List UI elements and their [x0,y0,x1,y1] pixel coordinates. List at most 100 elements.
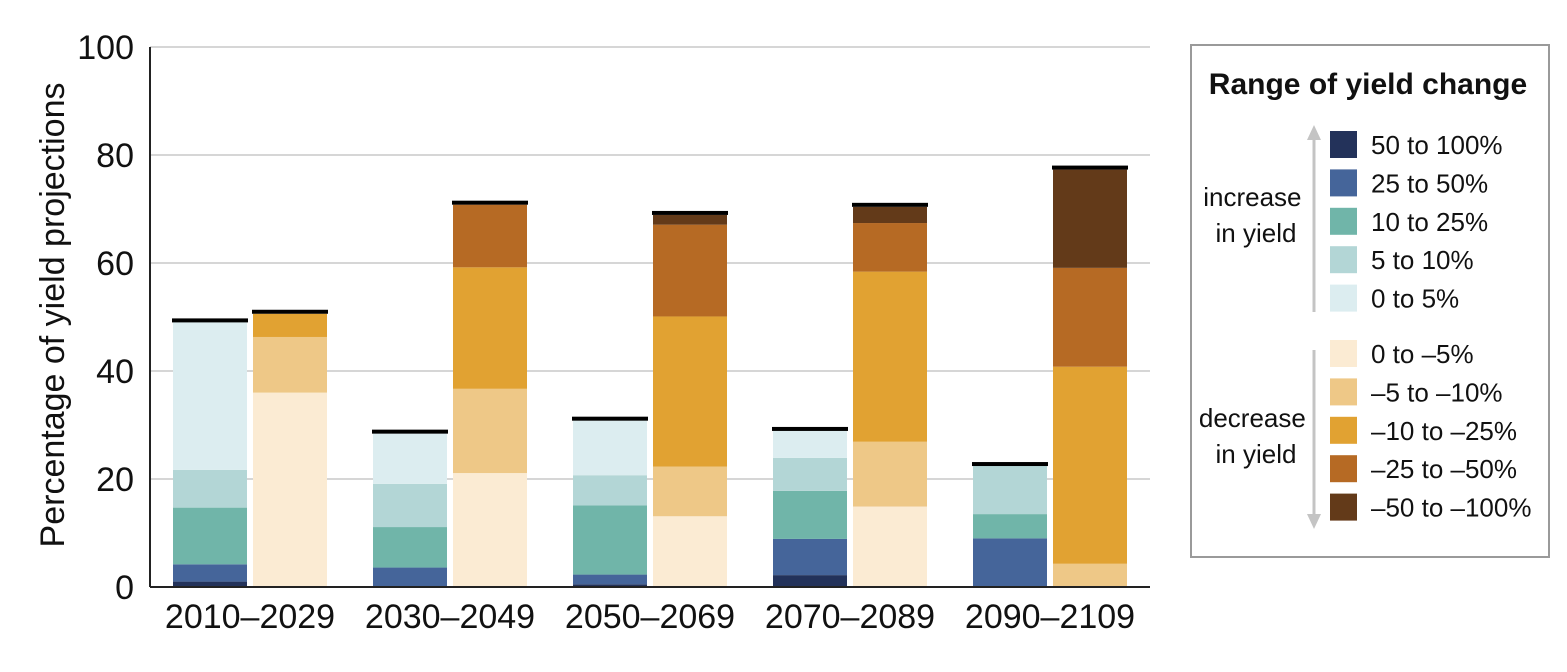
y-tick-label-100: 100 [77,29,134,67]
bar-decrease-0-to-minus5pct-3 [853,506,927,587]
legend-swatch-25-to-50pct [1330,169,1357,197]
bar-decrease-minus25-to-minus50pct-3 [853,223,927,272]
x-tick-label-0: 2010–2029 [165,598,335,636]
bar-increase-25-to-50pct-2 [573,574,647,585]
legend-label-50-to-100pct: 50 to 100% [1371,130,1503,160]
bar-decrease-minus50-to-minus100pct-2 [653,214,727,225]
legend: Range of yield change 50 to 100% 25 to 50… [1190,44,1550,558]
bar-decrease-minus50-to-minus100pct-3 [853,206,927,224]
legend-swatch-0-to-5pct [1330,284,1357,312]
bar-increase-50-to-100pct-2 [573,584,647,587]
bar-total-cap-decrease-1 [452,200,528,205]
legend-swatch-minus5-to-minus10pct [1330,378,1357,406]
bar-total-cap-decrease-2 [652,210,728,215]
x-tick-label-1: 2030–2049 [365,598,535,636]
bar-decrease-minus25-to-minus50pct-2 [653,224,727,317]
x-tick-labels: 2010–2029 2030–2049 2050–2069 2070–2089 2090… [165,598,1135,636]
bar-increase-0-to-5pct-0 [173,322,247,470]
legend-label-minus10-to-minus25pct: –10 to –25% [1371,416,1517,446]
bar-increase-25-to-50pct-1 [373,567,447,587]
bar-decrease-minus5-to-minus10pct-4 [1053,563,1127,587]
increase-group-label: increase in yield [1203,182,1309,248]
legend-swatch-50-to-100pct [1330,131,1357,158]
bar-decrease-minus10-to-minus25pct-3 [853,271,927,442]
bar-decrease-minus10-to-minus25pct-0 [253,313,327,337]
decrease-arrow-head [1307,514,1321,529]
bar-decrease-0-to-minus5pct-2 [653,516,727,587]
bar-decrease-minus25-to-minus50pct-1 [453,204,527,268]
legend-label-minus5-to-minus10pct: –5 to –10% [1371,377,1503,407]
bar-decrease-minus25-to-minus50pct-4 [1053,267,1127,367]
x-tick-label-2: 2050–2069 [565,598,735,636]
legend-items: 50 to 100% 25 to 50% 10 to 25% 5 to 10% 0 to… [1330,130,1531,523]
legend-label-minus25-to-minus50pct: –25 to –50% [1371,454,1517,484]
bar-increase-10-to-25pct-4 [973,514,1047,539]
bar-total-cap-increase-1 [372,429,448,434]
bar-increase-0-to-5pct-2 [573,420,647,476]
y-axis-title: Percentage of yield projections [34,83,72,548]
legend-swatch-5-to-10pct [1330,246,1357,274]
bar-total-cap-increase-2 [572,416,648,421]
bar-decrease-minus10-to-minus25pct-4 [1053,366,1127,564]
decrease-label-line-1: decrease [1199,403,1306,433]
bar-increase-10-to-25pct-2 [573,505,647,575]
bar-decrease-minus10-to-minus25pct-2 [653,316,727,467]
bar-total-cap-decrease-3 [852,202,928,207]
y-tick-label-20: 20 [96,461,134,499]
bar-increase-5-to-10pct-3 [773,457,847,491]
bar-decrease-minus5-to-minus10pct-0 [253,336,327,393]
legend-label-0-to-minus5pct: 0 to –5% [1371,339,1474,369]
legend-label-5-to-10pct: 5 to 10% [1371,245,1474,275]
bar-decrease-minus5-to-minus10pct-1 [453,388,527,474]
bar-decrease-minus5-to-minus10pct-3 [853,441,927,507]
bar-total-cap-increase-3 [772,426,848,431]
decrease-group-label: decrease in yield [1199,403,1313,469]
bar-increase-50-to-100pct-3 [773,575,847,587]
legend-swatch-minus10-to-minus25pct [1330,416,1357,444]
bar-decrease-minus10-to-minus25pct-1 [453,267,527,389]
legend-swatch-minus25-to-minus50pct [1330,455,1357,483]
bar-decrease-0-to-minus5pct-1 [453,473,527,587]
bar-increase-25-to-50pct-4 [973,538,1047,587]
y-tick-labels: 0 20 40 60 80 100 [77,29,134,607]
x-tick-label-3: 2070–2089 [765,598,935,636]
legend-label-minus50-to-minus100pct: –50 to –100% [1371,493,1531,523]
bar-increase-25-to-50pct-0 [173,564,247,582]
legend-label-0-to-5pct: 0 to 5% [1371,284,1459,314]
bar-increase-10-to-25pct-3 [773,490,847,539]
bars [172,165,1128,587]
legend-label-10-to-25pct: 10 to 25% [1371,207,1488,237]
increase-label-line-2: in yield [1216,218,1297,248]
bar-decrease-minus50-to-minus100pct-4 [1053,169,1127,268]
bar-decrease-0-to-minus5pct-0 [253,392,327,587]
legend-swatch-0-to-minus5pct [1330,340,1357,367]
legend-title: Range of yield change [1209,68,1527,101]
bar-total-cap-decrease-0 [252,309,328,314]
bar-increase-50-to-100pct-0 [173,581,247,587]
bar-decrease-minus5-to-minus10pct-2 [653,466,727,517]
bar-increase-0-to-5pct-1 [373,433,447,484]
bar-increase-0-to-5pct-3 [773,430,847,458]
bar-increase-5-to-10pct-0 [173,469,247,508]
legend-label-25-to-50pct: 25 to 50% [1371,168,1488,198]
bar-increase-10-to-25pct-0 [173,507,247,565]
decrease-label-line-2: in yield [1216,439,1297,469]
y-tick-label-80: 80 [96,137,134,175]
bar-increase-10-to-25pct-1 [373,527,447,568]
increase-label-line-1: increase [1203,182,1301,212]
y-tick-label-0: 0 [115,569,134,607]
bar-total-cap-decrease-4 [1052,165,1128,170]
axes [149,47,1150,588]
bar-total-cap-increase-0 [172,318,248,323]
y-tick-label-40: 40 [96,353,134,391]
bar-increase-5-to-10pct-4 [973,466,1047,515]
bar-total-cap-increase-4 [972,462,1048,467]
y-tick-label-60: 60 [96,245,134,283]
legend-swatch-minus50-to-minus100pct [1330,493,1357,521]
legend-swatch-10-to-25pct [1330,207,1357,235]
bar-increase-5-to-10pct-2 [573,475,647,506]
legend-box [1190,44,1550,558]
x-tick-label-4: 2090–2109 [965,598,1135,636]
bar-increase-5-to-10pct-1 [373,483,447,528]
